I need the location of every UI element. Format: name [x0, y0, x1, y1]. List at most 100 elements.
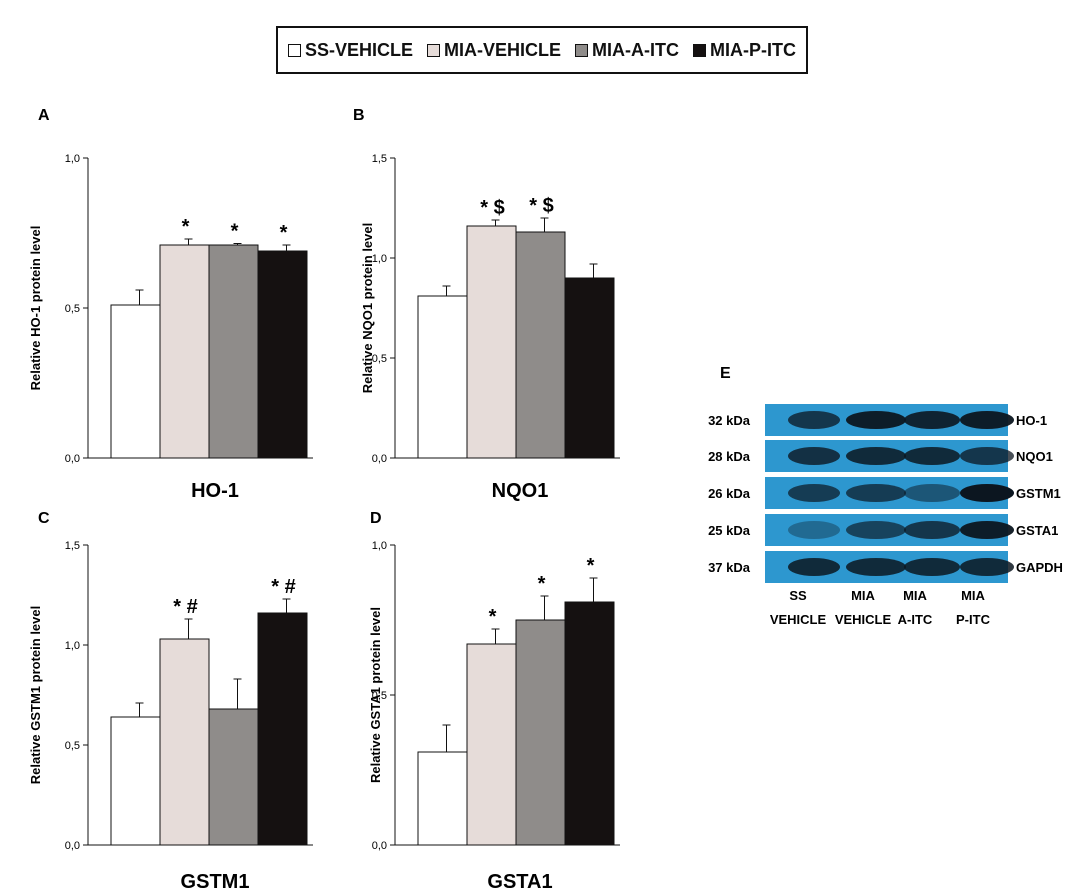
blot-band	[960, 411, 1014, 429]
blot-band	[960, 484, 1014, 502]
chart-title: GSTA1	[487, 871, 552, 893]
bar	[515, 619, 566, 846]
y-tick-label: 1,0	[65, 153, 80, 165]
molecular-weight-label: 28 kDa	[708, 449, 751, 464]
chart-title: GSTM1	[181, 871, 250, 893]
y-tick-label: 0,5	[65, 303, 80, 315]
significance-label: *	[280, 222, 288, 244]
y-tick-label: 0,0	[65, 453, 80, 465]
bar	[466, 225, 517, 459]
protein-label: NQO1	[1016, 449, 1053, 464]
blot-band	[788, 447, 840, 465]
blot-band	[904, 447, 960, 465]
protein-label: GAPDH	[1016, 560, 1063, 575]
legend: SS-VEHICLE MIA-VEHICLE MIA-A-ITC MIA-P-I…	[276, 26, 808, 74]
chart-title: NQO1	[492, 480, 549, 502]
legend-swatch-mia-p-itc	[693, 43, 707, 57]
blot-band	[904, 558, 960, 576]
lane-label: MIA	[903, 588, 927, 603]
y-axis-label: Relative GSTA1 protein level	[368, 607, 383, 783]
panel-letter: D	[370, 510, 382, 527]
blot-band	[904, 411, 960, 429]
chart-panel-d: 0,0 0,5 1,0 * * * Relative GSTA1 protein level…	[368, 510, 620, 893]
bar	[159, 638, 210, 846]
bar	[515, 231, 566, 459]
lane-label: SS	[789, 588, 807, 603]
blot-band	[904, 484, 960, 502]
lane-label: P-ITC	[956, 612, 991, 627]
y-tick-label: 0,5	[65, 740, 80, 752]
western-blot-panel: E 32 kDa HO-1 28 kDa NQO1 26 kDa GSTM1 25 kDa GS…	[708, 365, 1063, 627]
y-tick-label: 1,5	[372, 153, 387, 165]
legend-swatch-ss-vehicle	[288, 43, 301, 57]
blot-band	[788, 521, 840, 539]
y-tick-label: 0,0	[65, 840, 80, 852]
panel-letter: C	[38, 510, 50, 527]
significance-label: *	[489, 606, 497, 628]
lane-label: VEHICLE	[835, 612, 892, 627]
y-tick-label: 0,5	[372, 690, 387, 702]
bar	[110, 304, 161, 459]
blot-band	[788, 484, 840, 502]
legend-item-mia-p-itc: MIA-P-ITC	[693, 40, 796, 61]
legend-label-mia-p-itc: MIA-P-ITC	[710, 39, 796, 60]
blot-band	[788, 558, 840, 576]
protein-label: HO-1	[1016, 413, 1047, 428]
y-tick-label: 0,0	[372, 453, 387, 465]
blot-band	[960, 521, 1014, 539]
legend-item-mia-vehicle: MIA-VEHICLE	[427, 40, 561, 61]
significance-label: *	[587, 555, 595, 577]
blot-band	[846, 558, 906, 576]
blot-band	[846, 484, 906, 502]
legend-label-mia-a-itc: MIA-A-ITC	[592, 39, 680, 60]
chart-panel-a: 0,0 0,5 1,0 * * * Relative HO-1 protein level A…	[28, 107, 313, 502]
y-axis-label: Relative GSTM1 protein level	[28, 606, 43, 784]
y-tick-label: 1,0	[65, 640, 80, 652]
legend-swatch-mia-a-itc	[575, 43, 589, 57]
blot-band	[846, 447, 906, 465]
legend-swatch-mia-vehicle	[427, 43, 441, 57]
y-tick-label: 0,5	[372, 353, 387, 365]
legend-label-ss-vehicle: SS-VEHICLE	[305, 39, 414, 60]
lane-label: MIA	[961, 588, 985, 603]
bar	[159, 244, 210, 459]
y-axis-label: Relative HO-1 protein level	[28, 226, 43, 391]
significance-label: *	[231, 221, 239, 243]
panel-letter: B	[353, 107, 365, 124]
bar	[564, 277, 615, 459]
molecular-weight-label: 32 kDa	[708, 413, 751, 428]
blot-band	[904, 521, 960, 539]
chart-panel-b: 0,0 0,5 1,0 1,5 * $ * $ Relative NQO1 protein …	[353, 107, 620, 502]
bar	[208, 708, 259, 846]
bar	[417, 751, 468, 846]
lane-label: MIA	[851, 588, 875, 603]
bar	[208, 244, 259, 459]
panel-letter: A	[38, 107, 50, 124]
legend-item-mia-a-itc: MIA-A-ITC	[575, 40, 679, 61]
molecular-weight-label: 37 kDa	[708, 560, 751, 575]
bar	[466, 643, 517, 846]
chart-panel-c: 0,0 0,5 1,0 1,5 * # * # Relative GSTM1 protein…	[28, 510, 313, 893]
bar	[564, 601, 615, 846]
protein-label: GSTA1	[1016, 523, 1058, 538]
blot-band	[846, 521, 906, 539]
y-tick-label: 1,0	[372, 540, 387, 552]
molecular-weight-label: 25 kDa	[708, 523, 751, 538]
y-tick-label: 0,0	[372, 840, 387, 852]
legend-item-ss-vehicle: SS-VEHICLE	[288, 40, 413, 61]
blot-band	[960, 558, 1014, 576]
bar	[110, 716, 161, 846]
y-axis-label: Relative NQO1 protein level	[360, 223, 375, 394]
protein-label: GSTM1	[1016, 486, 1061, 501]
significance-label: *	[182, 216, 190, 238]
blot-band	[960, 447, 1014, 465]
lane-label: A-ITC	[898, 612, 933, 627]
lane-label: VEHICLE	[770, 612, 827, 627]
blot-band	[788, 411, 840, 429]
y-tick-label: 1,5	[65, 540, 80, 552]
bar	[417, 295, 468, 459]
panel-letter: E	[720, 365, 731, 382]
significance-label: * $	[529, 195, 553, 217]
blot-band	[846, 411, 906, 429]
